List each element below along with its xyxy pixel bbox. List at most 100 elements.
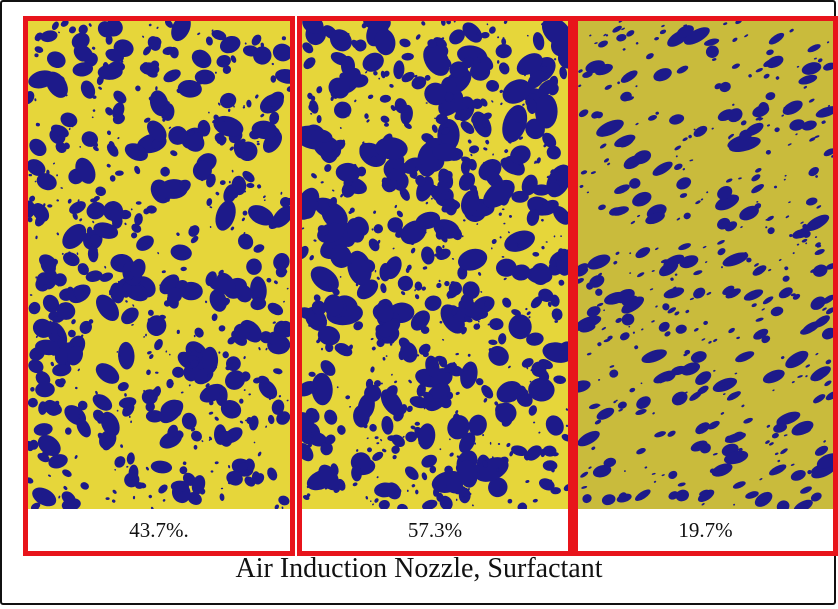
droplet	[179, 180, 184, 185]
droplet	[495, 43, 512, 59]
droplet	[777, 459, 781, 463]
droplet	[539, 39, 542, 42]
droplet	[825, 391, 833, 401]
droplet	[267, 331, 281, 345]
droplet	[682, 168, 686, 171]
droplet	[421, 454, 437, 468]
droplet	[543, 143, 548, 148]
droplet	[483, 398, 488, 403]
droplet	[464, 316, 473, 323]
droplet	[134, 165, 141, 175]
droplet	[29, 138, 47, 157]
droplet	[823, 440, 826, 443]
droplet	[404, 122, 412, 129]
droplet	[365, 71, 368, 74]
droplet	[106, 130, 112, 136]
droplet	[286, 287, 289, 290]
droplet	[488, 477, 508, 498]
droplet	[218, 351, 221, 354]
droplet	[815, 175, 818, 178]
droplet	[243, 356, 246, 360]
droplet	[526, 34, 529, 37]
droplet	[281, 506, 284, 509]
droplet	[123, 41, 127, 46]
droplet	[603, 338, 611, 343]
droplet	[339, 276, 342, 278]
droplet	[222, 65, 232, 74]
droplet	[423, 327, 428, 333]
droplet	[453, 21, 456, 23]
droplet	[732, 481, 746, 489]
droplet	[333, 90, 341, 97]
droplet	[214, 132, 225, 143]
droplet	[424, 231, 427, 234]
droplet	[102, 441, 112, 451]
droplet	[816, 453, 833, 469]
droplet	[597, 342, 602, 347]
droplet	[826, 41, 830, 44]
droplet	[821, 327, 833, 340]
droplet	[645, 212, 665, 225]
droplet	[477, 320, 480, 323]
droplet	[481, 202, 484, 206]
droplet	[217, 102, 221, 106]
droplet	[123, 270, 134, 281]
droplet	[596, 302, 604, 307]
droplet	[388, 171, 391, 174]
droplet	[244, 476, 256, 487]
droplet	[554, 58, 557, 61]
droplet	[68, 251, 71, 255]
droplet	[163, 69, 181, 83]
droplet	[559, 66, 568, 80]
droplet	[636, 448, 646, 455]
droplet	[733, 503, 736, 506]
droplet	[146, 68, 158, 78]
droplet	[76, 418, 91, 438]
droplet	[156, 26, 159, 29]
droplet	[497, 36, 500, 39]
droplet	[266, 277, 272, 283]
droplet	[481, 385, 494, 399]
droplet	[447, 415, 470, 440]
droplet	[719, 81, 731, 93]
droplet	[679, 255, 699, 269]
droplet	[410, 247, 416, 254]
droplet	[822, 294, 833, 304]
droplet	[745, 491, 759, 499]
droplet	[311, 129, 333, 143]
droplet	[503, 277, 507, 281]
droplet	[735, 351, 755, 363]
droplet	[785, 215, 790, 219]
droplet	[511, 190, 529, 203]
droplet	[68, 329, 76, 338]
droplet	[387, 217, 403, 233]
droplet	[389, 343, 393, 346]
droplet	[376, 442, 380, 445]
droplet	[39, 254, 57, 270]
droplet	[596, 119, 624, 137]
droplet	[808, 167, 819, 177]
droplet	[311, 173, 317, 179]
droplet	[635, 122, 639, 126]
droplet	[378, 77, 381, 80]
droplet	[431, 124, 438, 133]
droplet	[678, 243, 691, 251]
droplet	[560, 257, 563, 260]
droplet	[28, 359, 44, 374]
droplet	[663, 370, 676, 382]
droplet	[105, 497, 110, 501]
droplet	[242, 210, 248, 216]
droplet	[525, 445, 542, 461]
droplet	[483, 147, 488, 151]
droplet	[430, 197, 433, 200]
droplet	[502, 297, 512, 308]
droplet	[801, 62, 822, 75]
droplet	[302, 227, 305, 230]
droplet	[124, 143, 148, 161]
droplet	[372, 242, 376, 245]
droplet	[354, 99, 357, 103]
droplet	[789, 234, 793, 238]
droplet	[172, 366, 185, 378]
droplet	[397, 275, 414, 291]
droplet	[58, 31, 60, 34]
